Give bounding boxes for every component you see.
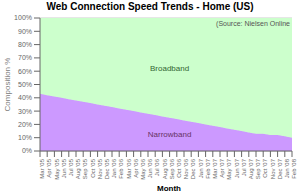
svg-text:Jul '05: Jul '05 <box>68 158 74 176</box>
svg-text:Sep '06: Sep '06 <box>169 158 175 179</box>
svg-text:Dec '06: Dec '06 <box>190 158 196 179</box>
svg-text:Jul '06: Jul '06 <box>154 158 160 176</box>
svg-text:Mar '05: Mar '05 <box>39 158 45 178</box>
svg-text:Jan '06: Jan '06 <box>111 158 117 178</box>
svg-text:100%: 100% <box>14 14 32 21</box>
svg-text:Mar '06: Mar '06 <box>126 158 132 178</box>
svg-text:30%: 30% <box>18 108 32 115</box>
svg-text:0%: 0% <box>22 147 32 154</box>
svg-text:Feb '07: Feb '07 <box>205 158 211 178</box>
svg-text:Oct '07: Oct '07 <box>262 158 268 177</box>
svg-text:Nov '06: Nov '06 <box>183 158 189 179</box>
html-text:Web Connection Speed Trends -: Web Connection Speed Trends - Home (US) <box>46 1 254 12</box>
svg-text:Feb '06: Feb '06 <box>118 158 124 178</box>
svg-text:60%: 60% <box>18 68 32 75</box>
svg-text:80%: 80% <box>18 41 32 48</box>
svg-text:Mar '07: Mar '07 <box>212 158 218 178</box>
svg-text:Jan '07: Jan '07 <box>198 158 204 178</box>
svg-text:90%: 90% <box>18 28 32 35</box>
svg-text:Dec '07: Dec '07 <box>277 158 283 179</box>
svg-text:Nov '07: Nov '07 <box>270 158 276 179</box>
svg-text:Apr '06: Apr '06 <box>133 158 139 177</box>
svg-text:70%: 70% <box>18 54 32 61</box>
svg-text:Aug '05: Aug '05 <box>75 158 81 179</box>
svg-text:Broadband: Broadband <box>150 64 189 73</box>
svg-text:Apr '07: Apr '07 <box>219 158 225 177</box>
svg-text:May '05: May '05 <box>54 158 60 179</box>
svg-text:Jul '07: Jul '07 <box>241 158 247 176</box>
svg-text:Oct '05: Oct '05 <box>90 158 96 177</box>
svg-text:May '06: May '06 <box>140 158 146 179</box>
svg-text:Feb '08: Feb '08 <box>291 158 292 178</box>
svg-text:Aug '07: Aug '07 <box>248 158 254 179</box>
svg-text:Jun '07: Jun '07 <box>234 158 240 178</box>
svg-text:Narrowband: Narrowband <box>148 130 192 139</box>
svg-text:20%: 20% <box>18 121 32 128</box>
svg-text:10%: 10% <box>18 134 32 141</box>
html-text:Month: Month <box>157 184 181 193</box>
svg-text:Dec '05: Dec '05 <box>104 158 110 179</box>
svg-text:Composition %: Composition % <box>8 58 12 112</box>
html-text:(Source: Nielsen Online: (Source: Nielsen Online <box>216 20 290 27</box>
svg-text:Jun '05: Jun '05 <box>61 158 67 178</box>
svg-text:40%: 40% <box>18 94 32 101</box>
svg-text:Nov '05: Nov '05 <box>97 158 103 179</box>
svg-text:Sep '05: Sep '05 <box>82 158 88 179</box>
svg-text:Aug '06: Aug '06 <box>162 158 168 179</box>
svg-text:Apr '05: Apr '05 <box>46 158 52 177</box>
svg-text:May '07: May '07 <box>226 158 232 179</box>
svg-text:50%: 50% <box>18 81 32 88</box>
svg-text:Sep '07: Sep '07 <box>255 158 261 179</box>
svg-text:Jun '06: Jun '06 <box>147 158 153 178</box>
svg-text:Oct '06: Oct '06 <box>176 158 182 177</box>
svg-text:Jan '08: Jan '08 <box>284 158 290 178</box>
